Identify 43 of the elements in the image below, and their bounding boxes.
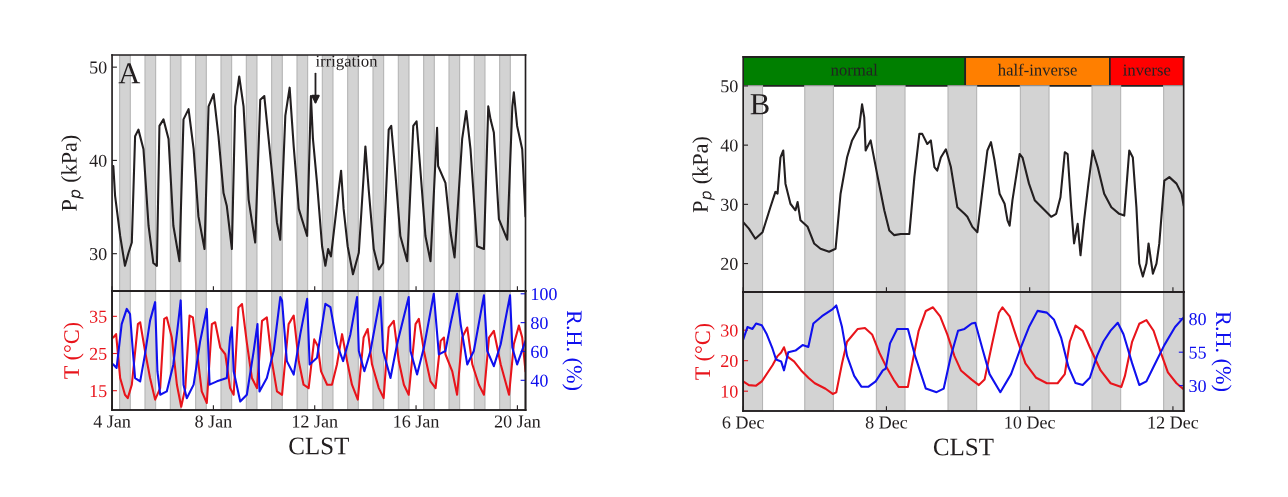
y2-tick-label: 80 [531,316,548,330]
y2-tick-label: 30 [1189,379,1206,393]
y-tick-label: 20 [721,257,738,271]
annotation: irrigation [315,55,378,71]
y-axis-title: P$_{p}$ (kPa) [692,137,715,213]
y-tick-label: 30 [90,247,107,261]
band-label: normal [830,63,878,76]
y-tick-label: 35 [90,310,107,323]
y2-tick-label: 55 [1189,346,1206,359]
x-axis-title: CLST [289,437,349,455]
y2-tick-label: 60 [531,345,548,358]
y-tick-label: 40 [89,154,107,167]
band-label: half-inverse [997,63,1077,76]
x-tick-label: 12 Dec [1148,416,1199,429]
x-tick-label: 8 Dec [865,416,908,429]
x-tick-label: 12 Jan [292,415,338,428]
y-axis-title: T (°C) [694,323,715,380]
x-tick-label: 8 Jan [195,415,232,428]
x-axis-title: CLST [933,438,994,456]
y2-tick-label: 40 [530,374,548,387]
y-tick-label: 15 [90,385,107,398]
y-tick-label: 20 [721,354,738,368]
y2-tick-label: 80 [1189,313,1206,326]
x-tick-label: 10 Dec [1005,416,1055,429]
annotation: B [750,94,769,115]
y-tick-label: 10 [721,385,738,398]
y2-axis-title: R.H. (%) [1211,311,1232,391]
x-tick-label: 4 Jan [93,415,131,428]
y-axis-title: T (°C) [63,322,84,379]
annotation: A [118,63,141,84]
y-tick-label: 25 [89,347,107,360]
x-tick-label: 20 Jan [494,415,541,428]
y-tick-label: 50 [90,61,107,74]
x-tick-label: 6 Dec [722,416,764,429]
y-tick-label: 30 [721,324,738,337]
y2-tick-label: 100 [531,288,557,301]
x-tick-label: 16 Jan [394,415,440,428]
y-tick-label: 40 [720,139,738,152]
y-tick-label: 30 [721,198,738,211]
y2-axis-title: R.H. (%) [562,310,583,390]
y-axis-title: P$_{p}$ (kPa) [61,135,84,211]
band-label: inverse [1123,64,1171,76]
y-tick-label: 50 [721,80,738,93]
